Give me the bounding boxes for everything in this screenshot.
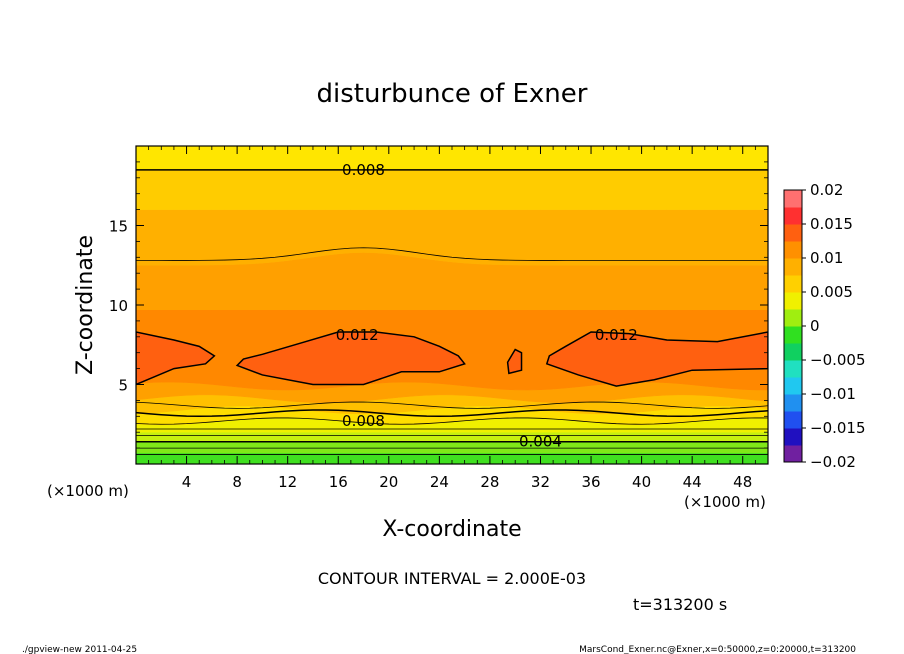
contour-line [506, 348, 523, 375]
colorbar-segment [784, 377, 802, 395]
fill-band [136, 441, 768, 454]
y-axis-title: Z-coordinate [73, 235, 98, 375]
contour-label: 0.004 [519, 433, 562, 451]
colorbar-segment [784, 445, 802, 463]
plot-area [136, 146, 768, 464]
x-tick-label: 40 [632, 473, 651, 491]
contour-line [136, 331, 216, 386]
colorbar-segment [784, 326, 802, 344]
x-tick-label: 32 [531, 473, 550, 491]
contour-line [235, 331, 466, 386]
colorbar-segment [784, 292, 802, 310]
x-tick-label: 48 [733, 473, 752, 491]
contour-label: 0.012 [336, 326, 379, 344]
colorbar-segment [784, 343, 802, 361]
x-tick-label: 20 [379, 473, 398, 491]
colorbar-label: −0.005 [810, 351, 866, 369]
chart-title: disturbunce of Exner [317, 79, 588, 109]
colorbar-label: 0.005 [810, 283, 853, 301]
y-tick-label: 10 [109, 297, 128, 315]
colorbar-label: −0.02 [810, 453, 856, 471]
colorbar-segment [784, 275, 802, 293]
core-region [546, 332, 768, 387]
contour-interval: CONTOUR INTERVAL = 2.000E-03 [318, 569, 586, 588]
core-region [136, 332, 215, 385]
contour-lines [136, 169, 768, 455]
colorbar-segment [784, 428, 802, 446]
colorbar-label: 0.02 [810, 181, 843, 199]
colorbar-label: 0.015 [810, 215, 853, 233]
colorbar-segment [784, 190, 802, 208]
x-tick-label: 24 [430, 473, 449, 491]
contour-line [545, 331, 768, 387]
colorbar-label: 0 [810, 317, 820, 335]
contour-label: 0.008 [342, 161, 385, 179]
x-axis-title: X-coordinate [382, 517, 521, 542]
x-unit-left: (×1000 m) [47, 482, 129, 500]
contour-line [136, 417, 768, 425]
x-tick-label: 12 [278, 473, 297, 491]
core-region [507, 349, 522, 374]
x-tick-label: 8 [232, 473, 242, 491]
contour-label: 0.008 [342, 412, 385, 430]
colorbar-segment [784, 224, 802, 242]
contour-labels: 0.008 0.012 0.012 0.008 0.004 [336, 161, 638, 451]
colorbar-segment [784, 411, 802, 429]
x-tick-label: 36 [581, 473, 600, 491]
x-tick-label: 28 [480, 473, 499, 491]
footer-left: ./gpview-new 2011-04-25 [22, 645, 137, 654]
colorbar-label: −0.015 [810, 419, 866, 437]
x-axis-ticks: 4 8 12 16 20 24 28 32 36 40 44 48 [148, 146, 756, 491]
contour-line [136, 401, 768, 409]
fill-band [136, 431, 768, 442]
x-unit-right: (×1000 m) [684, 493, 766, 511]
colorbar-label: 0.01 [810, 249, 843, 267]
time-label: t=313200 s [633, 595, 727, 614]
colorbar-segment [784, 207, 802, 225]
y-tick-label: 5 [118, 377, 128, 395]
colorbar-segment [784, 394, 802, 412]
contour-label: 0.012 [595, 326, 638, 344]
colorbar-segment [784, 309, 802, 327]
colorbar-segment [784, 241, 802, 259]
contour-line [136, 247, 768, 261]
x-tick-label: 16 [329, 473, 348, 491]
colorbar-segment [784, 360, 802, 378]
contour-line [136, 409, 768, 418]
x-tick-label: 44 [683, 473, 702, 491]
fill-band [136, 452, 768, 464]
colorbar-label: −0.01 [810, 385, 856, 403]
x-tick-label: 4 [182, 473, 192, 491]
fill-band [136, 169, 768, 210]
y-tick-label: 15 [109, 218, 128, 236]
colorbar-segment [784, 258, 802, 276]
colorbar: 0.02 0.015 0.01 0.005 0 −0.005 −0.01 −0.015 −0.0… [783, 181, 866, 471]
footer-right: MarsCond_Exner.nc@Exner,x=0:50000,z=0:20… [579, 645, 856, 654]
y-axis-ticks: 5 10 15 [109, 161, 768, 449]
